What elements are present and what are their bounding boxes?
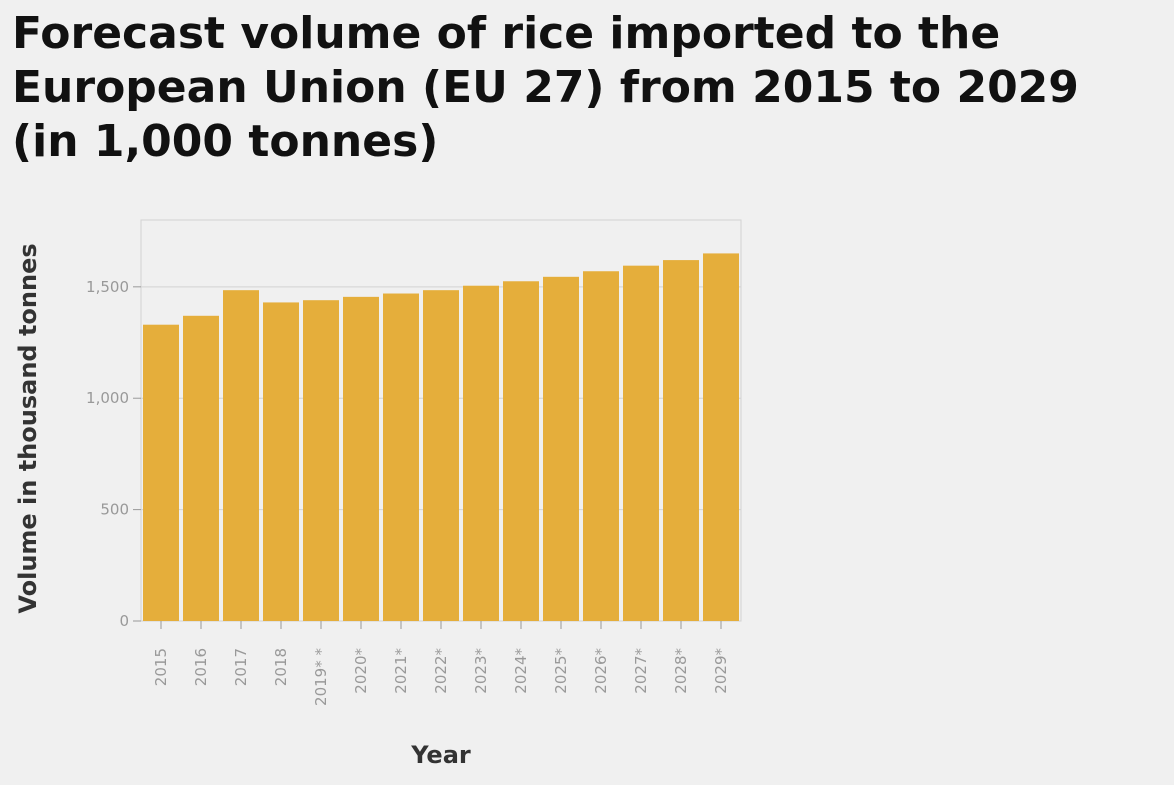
chart-title-line-2: European Union (EU 27) from 2015 to 2029 bbox=[12, 62, 1079, 113]
bar-2027 bbox=[623, 265, 659, 621]
x-tick-label: 2015 bbox=[152, 648, 170, 686]
bar-2022 bbox=[423, 290, 459, 621]
bar-2021 bbox=[383, 293, 419, 621]
bar-2019 bbox=[303, 300, 339, 621]
bar-2018 bbox=[263, 302, 299, 621]
x-axis-title: Year bbox=[410, 741, 471, 769]
bar-2020 bbox=[343, 296, 379, 621]
bar-2016 bbox=[183, 315, 219, 621]
x-tick-label: 2029* bbox=[712, 648, 730, 694]
bar-2028 bbox=[663, 260, 699, 621]
x-tick-label: 2019* * bbox=[312, 648, 330, 706]
x-tick-label: 2021* bbox=[392, 648, 410, 694]
x-axis: 2015 2016 2017 2018 2019* * 2020* 2021* 2022* 20… bbox=[152, 621, 730, 706]
x-tick-label: 2028* bbox=[672, 648, 690, 694]
y-axis: 0 500 1,000 1,500 bbox=[86, 278, 141, 630]
bar-2023 bbox=[463, 285, 499, 621]
x-tick-label: 2016 bbox=[192, 648, 210, 686]
y-tick-label: 1,500 bbox=[86, 278, 129, 296]
x-tick-label: 2025* bbox=[552, 648, 570, 694]
bar-2026 bbox=[583, 271, 619, 621]
chart-title: Forecast volume of rice imported to the … bbox=[12, 8, 1094, 167]
y-axis-title: Volume in thousand tonnes bbox=[14, 243, 42, 613]
x-tick-label: 2027* bbox=[632, 648, 650, 694]
chart-title-line-1: Forecast volume of rice imported to the bbox=[12, 8, 1000, 59]
x-tick-label: 2022* bbox=[432, 648, 450, 694]
x-tick-label: 2017 bbox=[232, 648, 250, 686]
x-tick-label: 2023* bbox=[472, 648, 490, 694]
bar-2025 bbox=[543, 276, 579, 621]
bar-2029 bbox=[703, 253, 739, 621]
x-tick-label: 2024* bbox=[512, 648, 530, 694]
bar-2015 bbox=[143, 324, 179, 621]
bars bbox=[143, 253, 739, 621]
x-tick-label: 2026* bbox=[592, 648, 610, 694]
y-tick-label: 500 bbox=[100, 501, 129, 519]
x-tick-label: 2018 bbox=[272, 648, 290, 686]
y-tick-label: 0 bbox=[119, 612, 129, 630]
bar-2024 bbox=[503, 281, 539, 621]
x-tick-label: 2020* bbox=[352, 648, 370, 694]
y-tick-label: 1,000 bbox=[86, 389, 129, 407]
bar-2017 bbox=[223, 290, 259, 621]
chart-title-line-3: (in 1,000 tonnes) bbox=[12, 116, 438, 167]
